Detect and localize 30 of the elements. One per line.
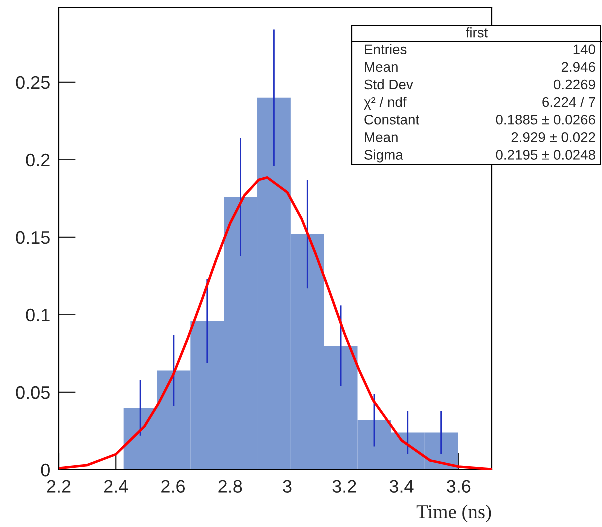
annotation: Sigma	[364, 150, 404, 163]
x-axis-title: Time (ns)	[416, 504, 492, 523]
annotation: Constant	[364, 114, 420, 125]
x-tick-label: 2.4	[104, 480, 128, 493]
x-tick-label: 3.4	[390, 480, 414, 493]
x-tick-label: 3.2	[332, 480, 356, 493]
text: 6.224 / 7	[542, 97, 596, 108]
x-tick-label: 3	[283, 480, 292, 493]
y-tick-label: 0.25	[16, 76, 50, 90]
y-tick-label: 0.2	[26, 154, 50, 167]
x-tick-label: 2.2	[47, 480, 71, 493]
y-tick-label: 0.1	[26, 308, 50, 322]
text: 0.2269	[554, 80, 596, 90]
x-tick-label: 3.6	[447, 480, 471, 493]
text: 2.929 ± 0.022	[512, 132, 596, 142]
text: 2.946	[562, 62, 596, 72]
text: 0.2195 ± 0.0248	[496, 150, 596, 160]
y-tick-label: 0.15	[16, 231, 50, 244]
y-tick-label: 0	[41, 464, 50, 477]
annotation: χ² / ndf	[364, 97, 407, 110]
text: 0.1885 ± 0.0266	[496, 114, 596, 125]
annotation: first	[466, 28, 488, 38]
y-tick-label: 0.05	[16, 386, 50, 400]
annotation: Std Dev	[364, 79, 414, 90]
annotation: Mean	[365, 132, 398, 142]
x-tick-label: 2.8	[218, 480, 242, 493]
text: 140	[574, 44, 596, 55]
x-tick-label: 2.6	[162, 480, 186, 493]
annotation: Entries	[365, 44, 407, 55]
annotation: Mean	[365, 62, 398, 72]
